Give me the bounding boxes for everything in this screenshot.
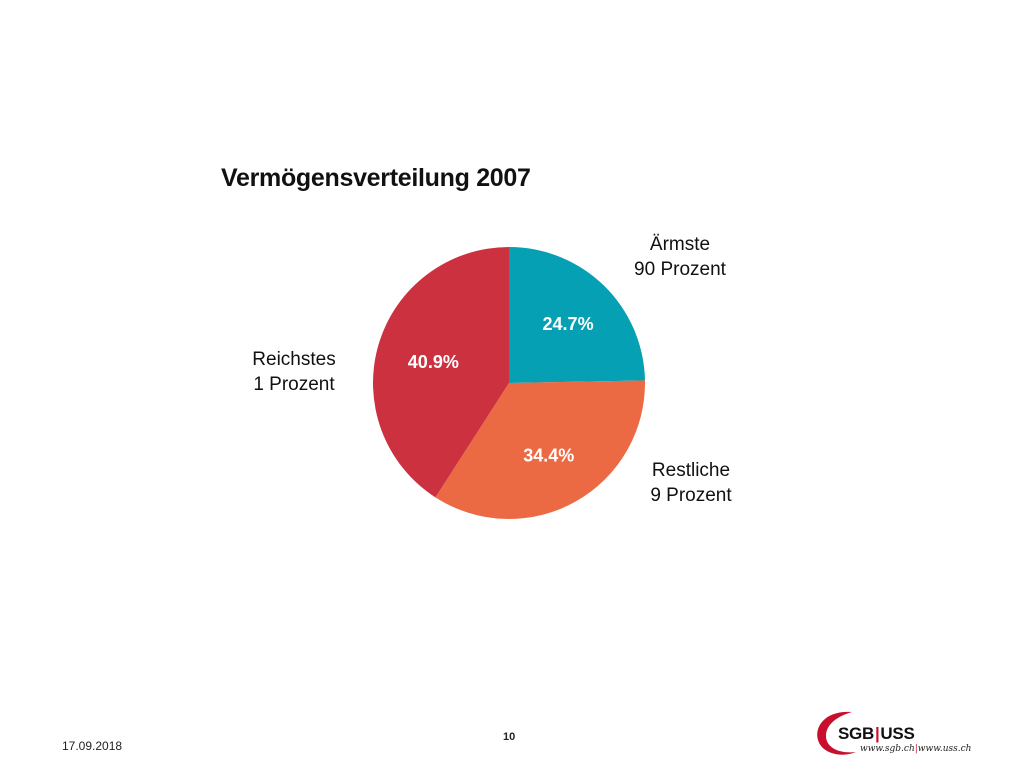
slice-value-reichstes: 40.9% [408, 352, 459, 372]
logo-url-left: www.sgb.ch [860, 744, 915, 754]
category-label-line: 1 Prozent [253, 374, 335, 395]
category-label-line: 9 Prozent [650, 485, 732, 506]
logo-separator: | [874, 724, 880, 743]
sgb-uss-logo: SGB|USS www.sgb.ch|www.uss.ch [812, 708, 982, 760]
category-label-restliche: Restliche 9 Prozent [626, 458, 756, 508]
slice-value-aermste: 24.7% [543, 314, 594, 334]
slice-value-restliche: 34.4% [523, 445, 574, 465]
logo-swoosh-icon [817, 711, 856, 755]
logo-url-right: www.uss.ch [917, 744, 972, 754]
logo-url: www.sgb.ch|www.uss.ch [860, 744, 971, 754]
slide-date: 17.09.2018 [62, 739, 123, 753]
pie-slice-restliche [435, 380, 645, 519]
page-number: 10 [503, 731, 516, 743]
chart-title: Vermögensverteilung 2007 [221, 164, 531, 192]
logo-name-left: SGB [838, 724, 874, 743]
category-label-reichstes: Reichstes 1 Prozent [232, 347, 356, 397]
pie-slice-reichstes [372, 247, 509, 498]
category-label-line: Reichstes [252, 349, 336, 370]
pie-slice-aermste [509, 247, 645, 383]
category-label-line: Ärmste [649, 234, 711, 255]
category-label-line: 90 Prozent [634, 259, 726, 280]
logo-url-separator: | [914, 744, 918, 754]
category-label-line: Restliche [651, 460, 731, 481]
logo-name: SGB|USS [838, 724, 915, 744]
category-label-aermste: Ärmste 90 Prozent [620, 232, 740, 282]
logo-name-right: USS [880, 724, 915, 743]
